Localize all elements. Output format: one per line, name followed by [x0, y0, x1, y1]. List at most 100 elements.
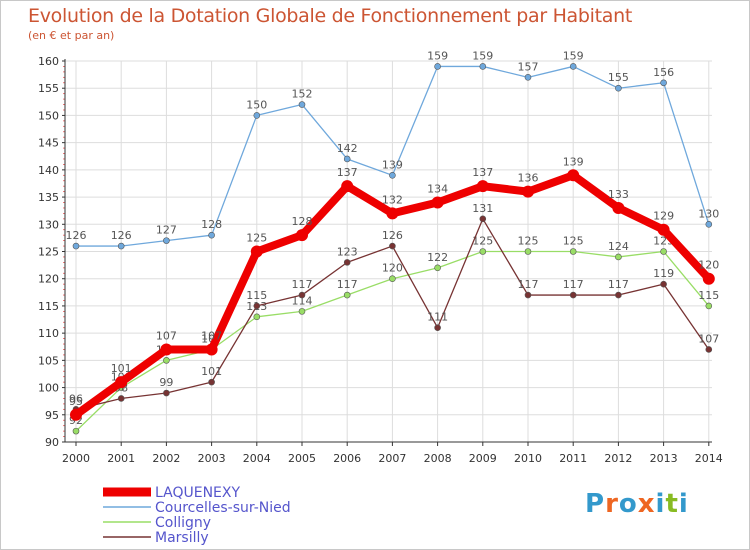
logo-letter: r: [605, 489, 619, 519]
x-tick-label: 2012: [604, 452, 632, 465]
data-label: 125: [563, 235, 584, 248]
data-label: 159: [472, 49, 493, 62]
data-label: 129: [653, 210, 674, 223]
logo-letter: t: [665, 489, 679, 519]
proxiti-logo: Proxiti: [585, 489, 689, 519]
data-point: [296, 229, 308, 242]
data-point: [253, 313, 261, 321]
data-label: 157: [518, 60, 539, 73]
data-point: [343, 155, 351, 163]
data-label: 117: [518, 278, 539, 291]
data-point: [431, 196, 444, 209]
data-label: 150: [246, 98, 267, 111]
data-label: 137: [472, 166, 493, 179]
data-label: 96: [69, 392, 83, 405]
data-point: [163, 237, 170, 244]
data-label: 127: [156, 224, 177, 237]
data-label: 125: [472, 235, 493, 248]
y-tick-label: 160: [38, 55, 59, 68]
data-label: 124: [608, 240, 629, 253]
y-tick-label: 105: [38, 354, 59, 367]
data-point: [615, 253, 622, 261]
data-point: [117, 242, 125, 250]
data-label: 136: [518, 172, 539, 185]
data-point: [702, 272, 715, 285]
data-label: 125: [518, 235, 539, 248]
data-label: 155: [608, 71, 629, 84]
data-label: 119: [653, 267, 674, 280]
data-point: [115, 376, 128, 389]
data-point: [569, 248, 577, 255]
data-point: [569, 63, 577, 70]
y-tick-label: 90: [45, 436, 59, 449]
data-label: 139: [382, 158, 403, 171]
data-point: [524, 248, 532, 255]
y-tick-label: 145: [38, 137, 59, 150]
data-point: [479, 63, 487, 70]
logo-letter: i: [655, 489, 666, 519]
y-tick-label: 140: [38, 164, 59, 177]
y-tick-label: 110: [38, 327, 59, 340]
y-tick-label: 130: [38, 218, 59, 231]
data-label: 137: [337, 166, 358, 179]
data-label: 107: [698, 332, 719, 345]
data-point: [522, 185, 534, 198]
chart-subtitle: (en € et par an): [28, 29, 115, 42]
data-point: [567, 169, 580, 182]
data-label: 117: [563, 278, 584, 291]
data-label: 128: [201, 218, 222, 231]
y-tick-label: 150: [38, 109, 59, 122]
data-point: [253, 302, 261, 310]
data-point: [434, 324, 441, 332]
x-tick-label: 2000: [62, 452, 90, 465]
x-tick-label: 2010: [514, 452, 542, 465]
data-label: 122: [427, 251, 448, 264]
data-label: 130: [698, 207, 719, 220]
x-tick-label: 2008: [424, 452, 452, 465]
data-point: [705, 220, 713, 228]
data-label: 123: [337, 245, 358, 258]
data-point: [253, 112, 261, 119]
data-point: [705, 346, 713, 353]
chart-title: Evolution de la Dotation Globale de Fonc…: [28, 5, 633, 27]
data-label: 99: [159, 376, 173, 389]
data-point: [298, 308, 306, 315]
data-label: 134: [427, 183, 448, 196]
data-point: [479, 215, 487, 223]
logo-letter: o: [618, 489, 638, 519]
data-point: [657, 223, 670, 236]
data-label: 111: [427, 311, 448, 324]
data-point: [389, 275, 396, 283]
data-point: [479, 248, 487, 255]
data-label: 125: [246, 232, 267, 245]
x-tick-label: 2011: [559, 452, 587, 465]
data-label: 142: [337, 142, 358, 155]
data-label: 115: [246, 289, 267, 302]
data-point: [389, 242, 396, 250]
y-tick-label: 95: [45, 409, 59, 422]
data-label: 159: [563, 49, 584, 62]
legend-label: Courcelles-sur-Nied: [155, 500, 291, 516]
data-label: 107: [156, 329, 177, 342]
data-point: [660, 79, 667, 87]
data-point: [343, 259, 351, 266]
x-tick-label: 2001: [107, 452, 135, 465]
y-tick-label: 155: [38, 82, 59, 95]
data-label: 117: [292, 278, 313, 291]
x-tick-label: 2005: [288, 452, 316, 465]
y-tick-label: 100: [38, 382, 59, 395]
data-point: [434, 63, 441, 70]
data-label: 159: [427, 49, 448, 62]
data-point: [117, 395, 125, 402]
data-point: [660, 280, 667, 288]
logo-letter: i: [678, 489, 689, 519]
data-label: 132: [382, 193, 403, 206]
y-tick-label: 115: [38, 300, 59, 313]
data-point: [660, 248, 667, 255]
data-label: 139: [563, 155, 584, 168]
data-label: 156: [653, 66, 674, 79]
data-point: [341, 180, 354, 193]
x-tick-label: 2006: [333, 452, 361, 465]
data-point: [476, 180, 489, 193]
